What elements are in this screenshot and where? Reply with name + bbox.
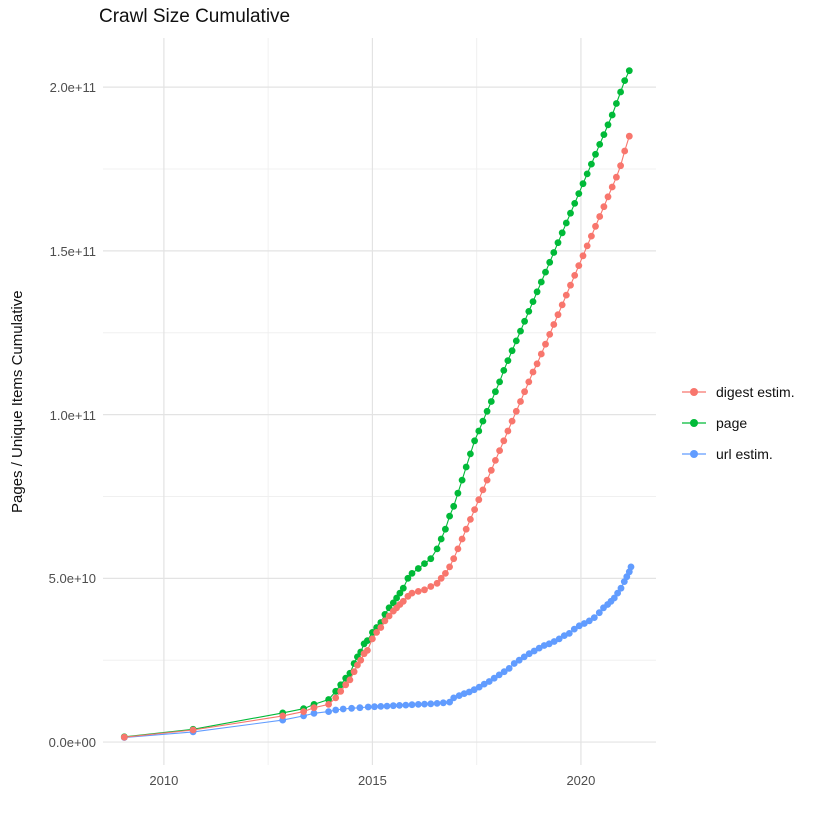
gridlines-major [103, 38, 656, 765]
y-tick-label: 2.0e+11 [49, 80, 96, 96]
series-url-estim [120, 563, 635, 741]
legend-key-page-icon [682, 418, 706, 427]
legend-item-digest: digest estim. [681, 376, 795, 407]
legend-label-url: url estim. [716, 445, 773, 462]
gridlines-minor [103, 38, 656, 765]
chart-title: Crawl Size Cumulative [99, 6, 291, 27]
x-tick-label: 2015 [357, 773, 387, 788]
y-tick-label: 0.0e+00 [48, 735, 96, 751]
x-tick-label: 2010 [149, 773, 179, 788]
y-tick-label: 1.0e+11 [49, 407, 96, 423]
legend: digest estim. page url estim. [681, 376, 795, 469]
legend-item-page: page [681, 407, 795, 438]
legend-key-url-icon [682, 449, 706, 458]
legend-label-page: page [716, 414, 748, 431]
y-tick-label: 5.0e+10 [48, 571, 96, 587]
series-digest-estim [120, 132, 633, 741]
x-tick-label: 2020 [566, 773, 596, 788]
legend-label-digest: digest estim. [716, 383, 795, 400]
y-tick-label: 1.5e+11 [49, 243, 96, 259]
legend-key-digest-icon [682, 387, 706, 396]
legend-item-url: url estim. [681, 438, 795, 469]
y-axis-title: Pages / Unique Items Cumulative [9, 290, 26, 513]
